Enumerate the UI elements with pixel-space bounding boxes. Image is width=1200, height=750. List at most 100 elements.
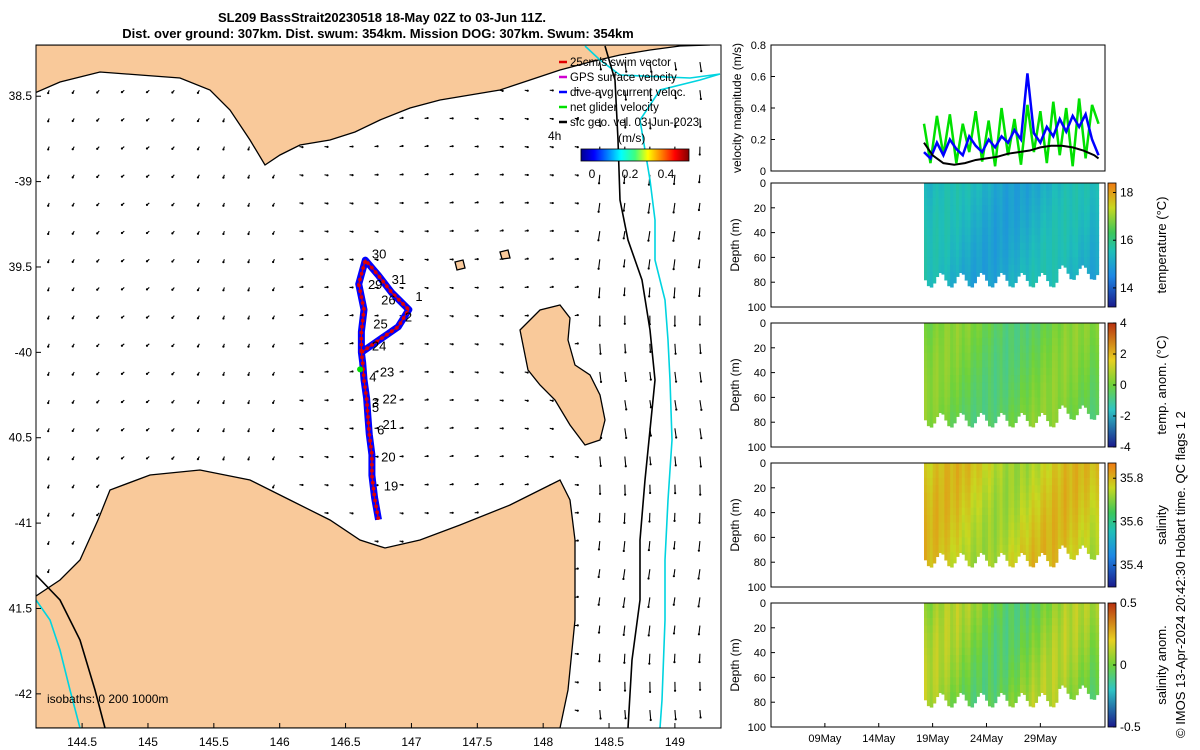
profile-cell [958,345,963,354]
profile-cell [1014,360,1018,369]
velocity-vector-head [145,316,149,319]
profile-cell [929,205,934,214]
profile-cell [1075,249,1079,258]
profile-cell [1022,477,1027,486]
profile-cell [1002,212,1007,221]
profile-cell [1083,529,1088,538]
velocity-vector-head [71,204,74,207]
velocity-vector-head [501,314,504,317]
profile-cell [1014,279,1018,284]
profile-cell [1011,617,1015,626]
velocity-vector-head [649,378,652,381]
profile-cell [996,640,1001,649]
profile-cell [1022,360,1027,369]
profile-cell [1078,205,1082,214]
profile-cell [979,603,983,612]
profile-cell [958,515,963,524]
profile-cell [1005,640,1009,649]
profile-cell [932,463,937,472]
profile-cell [923,492,928,501]
profile-cell [955,212,960,221]
profile-cell [1051,500,1056,509]
profile-cell [1008,485,1012,494]
profile-cell [1063,323,1068,332]
profile-cell [1049,603,1053,612]
profile-cell [1083,397,1088,406]
profile-cell [1072,264,1076,273]
velocity-vector-head [649,98,653,102]
profile-cell [993,522,998,531]
profile-cell [996,235,1001,244]
profile-cell [1049,382,1053,391]
profile-cell [1008,477,1012,486]
velocity-vector-head [622,237,625,240]
velocity-vector-head [426,398,429,401]
profile-cell [1040,382,1044,391]
profile-cell [987,522,992,531]
profile-cell [926,485,931,494]
profile-cell [987,640,992,649]
profile-cell [1089,515,1094,524]
profile-cell [1051,257,1056,266]
profile-cell [1022,507,1027,516]
profile-cell [923,617,928,626]
profile-cell [961,412,966,415]
profile-cell [973,655,977,664]
profile-cell [929,492,934,501]
profile-cell [1019,617,1024,626]
profile-cell [1089,330,1094,339]
profile-cell [987,264,992,273]
profile-cell [947,617,951,626]
profile-cell [964,625,969,634]
profile-cell [990,330,995,339]
profile-cell [1028,470,1033,479]
velocity-vector-head [599,717,602,720]
profile-cell [1063,235,1068,244]
profile-cell [1072,515,1076,524]
profile-cell [999,603,1004,612]
profile-cell [1022,544,1027,553]
day-label: 29 [368,277,382,292]
velocity-vector-head [576,313,579,317]
profile-cell [1054,205,1059,214]
profile-cell [941,397,945,406]
profile-cell [979,337,983,346]
profile-cell [1034,279,1039,283]
velocity-vector-head [120,429,124,432]
profile-cell [1089,625,1094,634]
profile-cell [1089,257,1094,266]
profile-cell [1019,647,1024,656]
profile-cell [941,264,945,273]
velocity-vector-head [647,239,650,242]
profile-cell [1092,227,1097,236]
profile-cell [953,389,957,398]
profile-cell [1072,610,1076,619]
profile-cell [935,227,940,236]
profile-cell [985,669,989,678]
profile-cell [926,492,931,501]
profile-cell [1086,212,1091,221]
velocity-vector-head [526,483,529,486]
profile-cell [999,323,1004,332]
profile-cell [1072,190,1076,199]
profile-cell [938,264,943,273]
profile-cell [923,375,928,384]
profile-cell [970,235,975,244]
velocity-y-tick-label: 0.2 [751,135,766,147]
profile-cell [1002,397,1007,406]
profile-cell [1043,515,1047,524]
velocity-vector-head [401,201,404,205]
profile-cell [1072,404,1076,413]
profile-cell [964,330,969,339]
profile-cell [1086,183,1091,192]
profile-cell [964,500,969,509]
profile-cell [1095,227,1100,236]
profile-cell [1078,397,1082,406]
profile-cell [1040,522,1044,531]
profile-cell [1049,367,1053,376]
profile-cell [1081,515,1085,524]
profile-cell [964,522,969,531]
profile-cell [1069,522,1073,531]
profile-cell [1063,529,1068,538]
